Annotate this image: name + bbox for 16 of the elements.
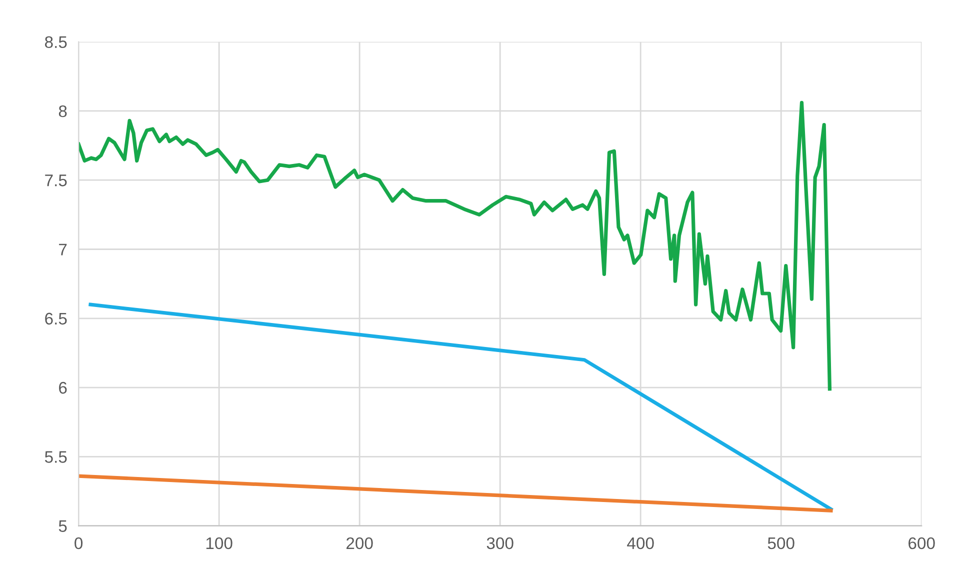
y-tick-label: 5.5 (44, 451, 67, 463)
x-tick-label: 200 (346, 537, 373, 550)
y-tick-label: 7.5 (45, 174, 67, 186)
x-tick-label: 400 (627, 537, 654, 550)
y-tick-label: 7 (59, 244, 67, 256)
x-tick-label: 0 (74, 537, 83, 550)
x-tick-label: 500 (768, 537, 794, 550)
x-tick-label: 600 (908, 537, 935, 550)
y-tick-label: 6.5 (45, 312, 67, 325)
x-tick-label: 100 (206, 537, 232, 550)
y-tick-label: 8 (58, 105, 67, 118)
line-series (78, 100, 832, 391)
y-tick-label: 6 (59, 382, 67, 394)
y-tick-label: 8.5 (45, 36, 67, 48)
x-tick-label: 300 (486, 537, 514, 550)
y-tick-label: 5 (58, 520, 67, 532)
